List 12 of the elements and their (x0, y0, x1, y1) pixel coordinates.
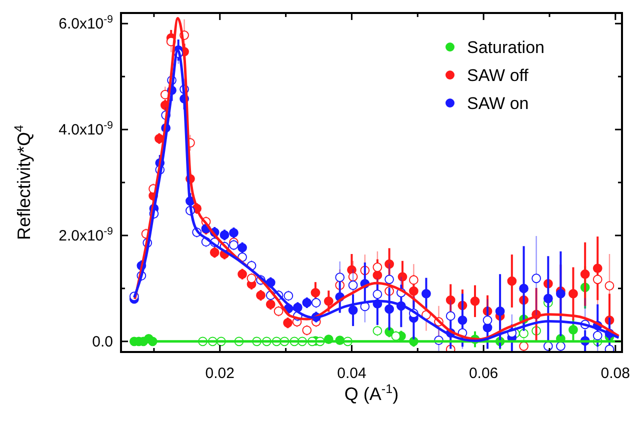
legend-label: SAW on (467, 94, 529, 113)
legend-label: SAW off (467, 66, 529, 85)
x-tick-label: 0.06 (468, 365, 498, 382)
y-tick-label: 4.0x10$^{-9}$ (58, 120, 114, 139)
y-tick-label: 2.0x10$^{-9}$ (58, 225, 114, 244)
y-tick-label: 6.0x10$^{-9}$ (58, 14, 114, 33)
y-tick-label: 0.0 (92, 333, 113, 350)
x-tick-label: 0.02 (205, 365, 234, 382)
legend-label: Saturation (467, 38, 544, 57)
x-tick-label: 0.08 (600, 365, 630, 382)
x-axis-title: Q (A$^{-1}$) (344, 382, 399, 404)
x-tick-label: 0.04 (337, 365, 366, 382)
